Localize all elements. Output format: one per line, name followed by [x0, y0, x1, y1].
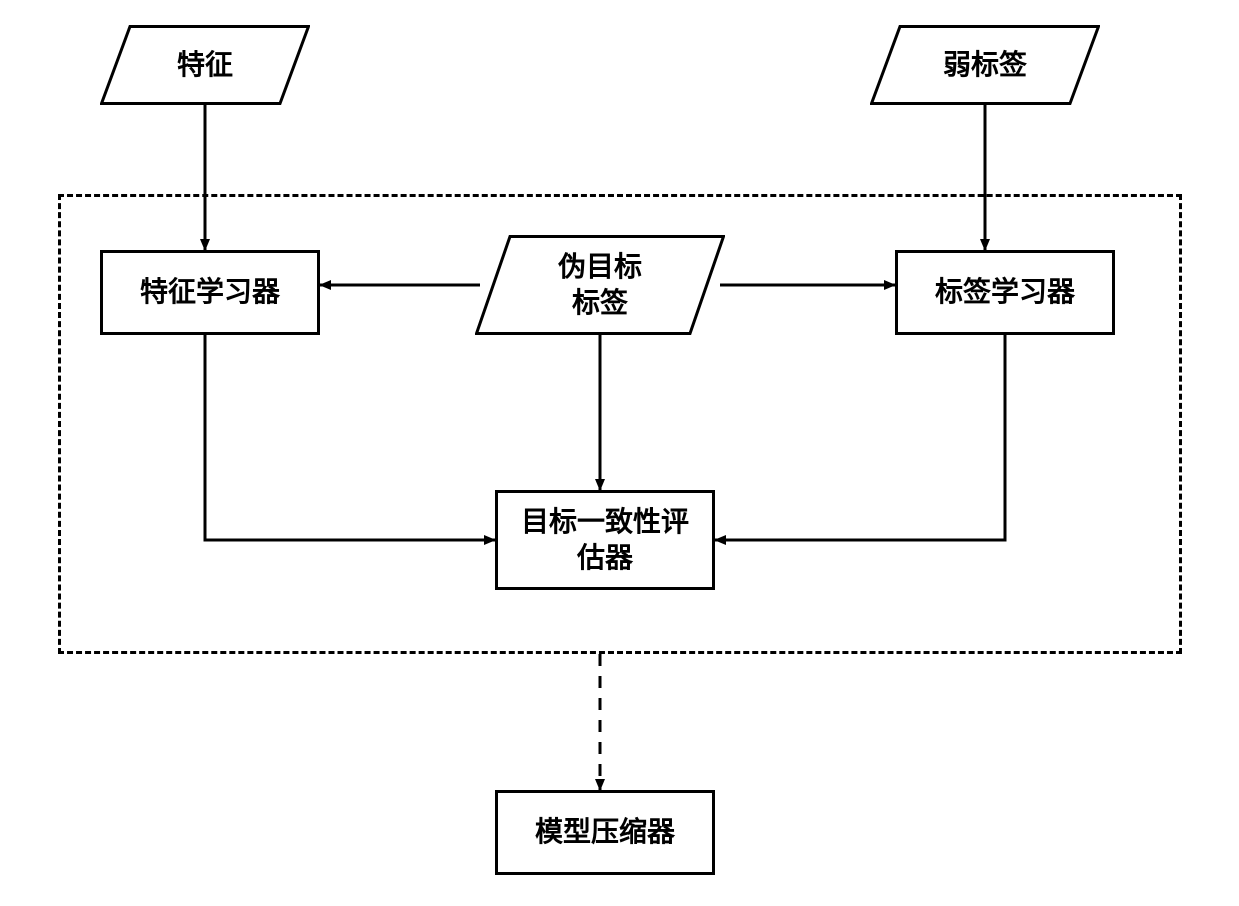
node-label: 标签学习器 [935, 274, 1075, 310]
node-weak_labels: 弱标签 [870, 25, 1100, 105]
node-model_compressor: 模型压缩器 [495, 790, 715, 875]
node-label: 特征 [177, 47, 233, 83]
node-label: 模型压缩器 [535, 814, 675, 850]
node-label: 目标一致性评 估器 [521, 504, 689, 577]
node-pseudo_label: 伪目标 标签 [475, 235, 725, 335]
node-label: 弱标签 [943, 47, 1027, 83]
node-label_learner: 标签学习器 [895, 250, 1115, 335]
node-consistency_evaluator: 目标一致性评 估器 [495, 490, 715, 590]
diagram-canvas: 特征 弱标签特征学习器 伪目标 标签 标签学习器目标一致性评 估器模型压缩器 [0, 0, 1239, 906]
node-features: 特征 [100, 25, 310, 105]
node-label: 伪目标 标签 [558, 249, 642, 322]
node-feature_learner: 特征学习器 [100, 250, 320, 335]
node-label: 特征学习器 [140, 274, 280, 310]
